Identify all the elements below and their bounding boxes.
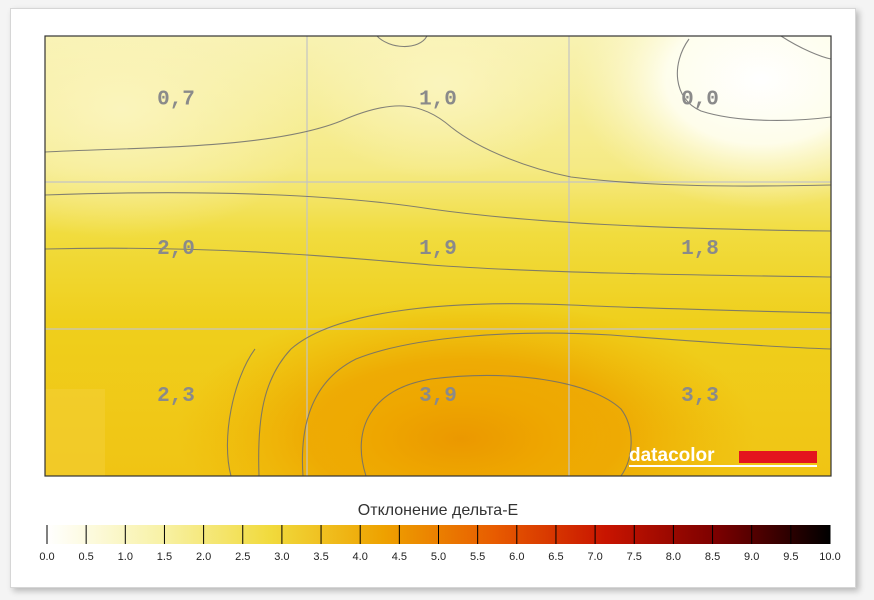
datacolor-logo: datacolor — [629, 445, 817, 467]
scale-label-4.5: 4.5 — [392, 551, 407, 563]
cell-value-r3c3: 3,3 — [681, 385, 719, 408]
scale-label-2.5: 2.5 — [235, 551, 250, 563]
scale-label-8.0: 8.0 — [666, 551, 681, 563]
scale-ticks — [46, 525, 831, 544]
scale-label-2.0: 2.0 — [196, 551, 211, 563]
scale-label-6.0: 6.0 — [509, 551, 524, 563]
chart-card: 0,7 1,0 0,0 2,0 1,9 1,8 2,3 3,9 3,3 datacolor От… — [10, 8, 856, 588]
scale-label-3.5: 3.5 — [313, 551, 328, 563]
cell-value-r1c2: 1,0 — [419, 89, 457, 112]
scale-label-7.0: 7.0 — [587, 551, 602, 563]
scale-label-7.5: 7.5 — [627, 551, 642, 563]
scale-label-1.0: 1.0 — [118, 551, 133, 563]
light-region-left — [45, 36, 321, 239]
scale-label-6.5: 6.5 — [548, 551, 563, 563]
scale-label-5.5: 5.5 — [470, 551, 485, 563]
cell-value-r3c1: 2,3 — [157, 385, 195, 408]
cell-value-r2c2: 1,9 — [419, 238, 457, 261]
hot-core — [311, 369, 611, 476]
color-scale: 0.0 0.5 1.0 1.5 2.0 2.5 3.0 3.5 4.0 4.5 5.0 5.5 6.0 6… — [39, 525, 841, 563]
scale-tick-labels: 0.0 0.5 1.0 1.5 2.0 2.5 3.0 3.5 4.0 4.5 5.0 5.5 6.0 6… — [39, 551, 840, 563]
uniformity-heatmap: 0,7 1,0 0,0 2,0 1,9 1,8 2,3 3,9 3,3 datacolor От… — [39, 35, 841, 563]
grid-lines — [45, 36, 831, 476]
scale-label-9.0: 9.0 — [744, 551, 759, 563]
scale-label-1.5: 1.5 — [157, 551, 172, 563]
cell-value-r1c1: 0,7 — [157, 89, 195, 112]
scale-label-8.5: 8.5 — [705, 551, 720, 563]
plot-border — [44, 35, 832, 477]
scale-label-0.5: 0.5 — [79, 551, 94, 563]
contour-lines — [45, 36, 831, 476]
scale-label-0.0: 0.0 — [39, 551, 54, 563]
scale-label-3.0: 3.0 — [274, 551, 289, 563]
lighter-edge-left — [45, 389, 105, 476]
cell-value-r2c1: 2,0 — [157, 238, 195, 261]
cell-value-r2c3: 1,8 — [681, 238, 719, 261]
scale-label-4.0: 4.0 — [353, 551, 368, 563]
scale-title: Отклонение дельта-E — [358, 502, 518, 519]
scale-label-10.0: 10.0 — [819, 551, 840, 563]
plot-area: 0,7 1,0 0,0 2,0 1,9 1,8 2,3 3,9 3,3 datacolor — [45, 36, 831, 476]
cell-labels: 0,7 1,0 0,0 2,0 1,9 1,8 2,3 3,9 3,3 — [157, 89, 719, 408]
brand-bar — [739, 451, 817, 463]
white-region — [571, 36, 831, 209]
cell-value-r3c2: 3,9 — [419, 385, 457, 408]
brand-underline — [629, 465, 817, 467]
brand-text: datacolor — [629, 445, 715, 466]
scale-label-5.0: 5.0 — [431, 551, 446, 563]
light-region-center — [301, 36, 581, 179]
cell-value-r1c3: 0,0 — [681, 89, 719, 112]
scale-label-9.5: 9.5 — [783, 551, 798, 563]
